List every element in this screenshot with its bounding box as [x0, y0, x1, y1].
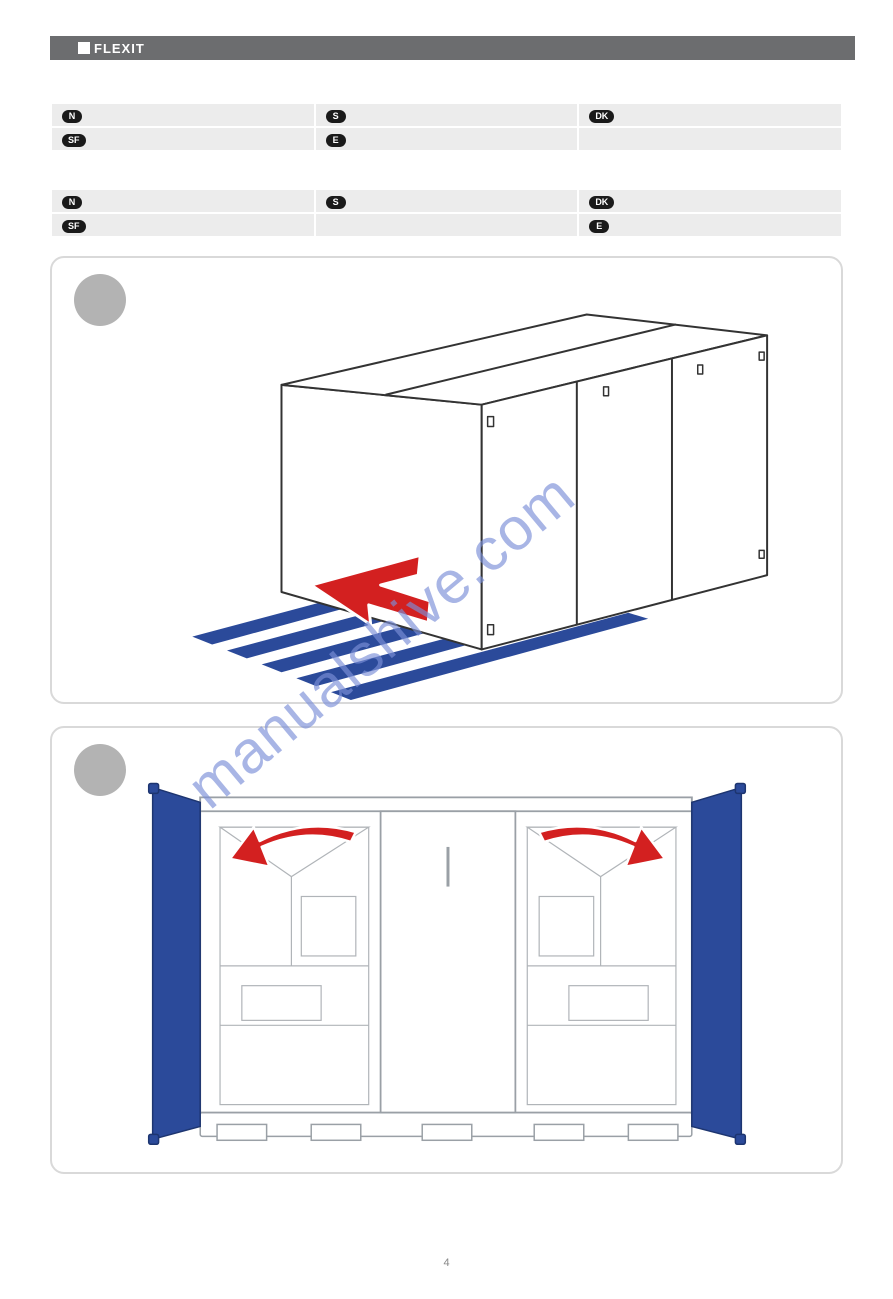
lang-cell: E — [315, 127, 579, 151]
lang-cell: SF — [51, 127, 315, 151]
lang-cell: DK — [578, 189, 842, 213]
lang-cell: DK — [578, 103, 842, 127]
lang-pill-e: E — [326, 134, 346, 147]
lang-pill-s: S — [326, 196, 346, 209]
language-table-1: N S DK SF E — [50, 102, 843, 152]
lang-cell: S — [315, 189, 579, 213]
lang-pill-n: N — [62, 110, 82, 123]
brand-icon — [78, 42, 90, 54]
lang-cell: SF — [51, 213, 315, 237]
lang-pill-n: N — [62, 196, 82, 209]
page-content: N S DK SF E N S DK SF E — [0, 102, 893, 1174]
lang-cell: N — [51, 189, 315, 213]
illustration-2-box — [50, 726, 843, 1174]
lang-pill-sf: SF — [62, 134, 86, 147]
illustration-1-svg — [52, 258, 841, 702]
lang-pill-e: E — [589, 220, 609, 233]
brand-text: FLEXIT — [94, 41, 145, 56]
page-number: 4 — [0, 1257, 893, 1269]
page-header: FLEXIT — [50, 36, 855, 60]
lang-pill-dk: DK — [589, 196, 614, 209]
lang-cell — [578, 127, 842, 151]
illustration-2-svg — [52, 728, 841, 1172]
lang-pill-dk: DK — [589, 110, 614, 123]
lang-cell: N — [51, 103, 315, 127]
lang-cell — [315, 213, 579, 237]
lang-cell: E — [578, 213, 842, 237]
lang-pill-sf: SF — [62, 220, 86, 233]
language-table-2: N S DK SF E — [50, 188, 843, 238]
lang-pill-s: S — [326, 110, 346, 123]
lang-cell: S — [315, 103, 579, 127]
brand-logo: FLEXIT — [78, 41, 145, 56]
illustration-1-box — [50, 256, 843, 704]
